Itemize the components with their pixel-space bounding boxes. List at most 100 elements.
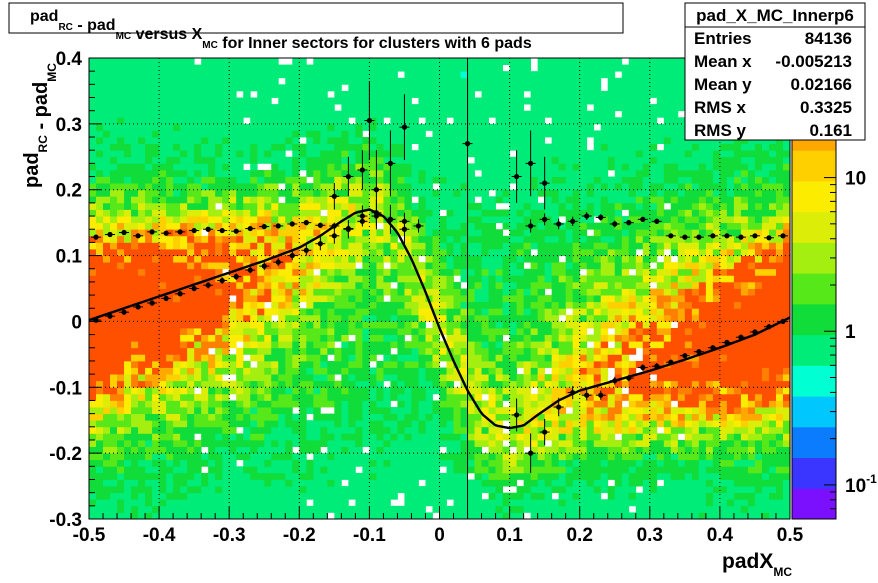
heatmap-cell	[558, 248, 567, 256]
heatmap-cell	[397, 275, 405, 283]
heatmap-cell	[418, 183, 426, 191]
heatmap-cell	[586, 472, 595, 480]
heatmap-cell	[572, 492, 581, 500]
heatmap-cell	[551, 334, 560, 342]
heatmap-cell	[509, 314, 518, 322]
heatmap-cell	[362, 268, 370, 276]
heatmap-cell	[110, 314, 118, 322]
heatmap-cell	[516, 400, 525, 408]
heatmap-cell	[187, 84, 195, 92]
heatmap-cell	[159, 176, 167, 184]
heatmap-cell	[579, 341, 588, 349]
heatmap-cell	[474, 209, 482, 217]
heatmap-cell	[208, 222, 216, 230]
heatmap-cell	[411, 242, 419, 250]
heatmap-cell	[355, 439, 363, 447]
heatmap-cell	[180, 97, 188, 105]
heatmap-cell	[453, 479, 461, 487]
heatmap-cell	[250, 156, 258, 164]
heatmap-cell	[187, 77, 195, 85]
heatmap-cell	[145, 235, 153, 243]
heatmap-cell	[537, 288, 546, 296]
heatmap-cell	[208, 169, 216, 177]
heatmap-cell	[215, 156, 223, 164]
heatmap-cell	[306, 321, 314, 329]
heatmap-cell	[96, 453, 104, 461]
heatmap-cell	[152, 275, 160, 283]
heatmap-cell	[173, 281, 181, 289]
heatmap-cell	[355, 222, 363, 230]
heatmap-cell	[320, 308, 328, 316]
heatmap-cell	[495, 446, 503, 454]
heatmap-cell	[194, 110, 202, 118]
heatmap-cell	[439, 117, 447, 125]
heatmap-cell	[201, 453, 209, 461]
heatmap-cell	[292, 288, 300, 296]
heatmap-cell	[488, 393, 496, 401]
heatmap-cell	[110, 117, 118, 125]
heatmap-cell	[208, 248, 216, 256]
heatmap-cell	[208, 334, 216, 342]
heatmap-cell	[348, 77, 356, 85]
heatmap-cell	[313, 439, 321, 447]
heatmap-cell	[537, 77, 546, 85]
heatmap-cell	[481, 196, 489, 204]
heatmap-cell	[243, 176, 251, 184]
heatmap-cell	[327, 499, 335, 507]
heatmap-cell	[530, 288, 539, 296]
heatmap-cell	[558, 446, 567, 454]
heatmap-cell	[229, 301, 237, 309]
heatmap-cell	[292, 420, 300, 428]
heatmap-cell	[523, 413, 532, 421]
heatmap-cell	[229, 117, 237, 125]
heatmap-cell	[138, 459, 146, 467]
heatmap-cell	[292, 433, 300, 441]
heatmap-cell	[362, 360, 370, 368]
heatmap-cell	[565, 104, 574, 112]
heatmap-cell	[551, 374, 560, 382]
heatmap-cell	[152, 117, 160, 125]
heatmap-cell	[299, 110, 307, 118]
heatmap-cell	[89, 374, 97, 382]
heatmap-cell	[523, 433, 532, 441]
heatmap-cell	[208, 176, 216, 184]
heatmap-cell	[544, 90, 553, 98]
heatmap-cell	[236, 400, 244, 408]
heatmap-cell	[215, 446, 223, 454]
heatmap-cell	[117, 499, 125, 507]
heatmap-cell	[586, 202, 595, 210]
heatmap-cell	[96, 143, 104, 151]
heatmap-cell	[488, 58, 496, 65]
heatmap-cell	[551, 130, 560, 138]
heatmap-cell	[537, 176, 546, 184]
heatmap-cell	[467, 413, 475, 421]
heatmap-cell	[425, 400, 433, 408]
heatmap-cell	[152, 202, 160, 210]
heatmap-cell	[117, 420, 125, 428]
heatmap-cell	[376, 156, 384, 164]
heatmap-cell	[523, 505, 532, 513]
heatmap-cell	[299, 123, 307, 131]
heatmap-cell	[355, 189, 363, 197]
heatmap-cell	[397, 97, 405, 105]
heatmap-cell	[285, 328, 293, 335]
heatmap-cell	[229, 505, 237, 513]
heatmap-cell	[362, 229, 370, 237]
heatmap-cell	[383, 137, 391, 145]
heatmap-cell	[285, 387, 293, 395]
heatmap-cell	[502, 308, 510, 316]
heatmap-cell	[103, 176, 111, 184]
heatmap-cell	[376, 393, 384, 401]
heatmap-cell	[495, 453, 503, 461]
heatmap-cell	[117, 472, 125, 480]
heatmap-cell	[397, 426, 405, 434]
heatmap-cell	[397, 229, 405, 237]
heatmap-cell	[145, 426, 153, 434]
heatmap-cell	[110, 183, 118, 191]
heatmap-cell	[523, 117, 532, 125]
heatmap-cell	[502, 472, 510, 480]
heatmap-cell	[159, 433, 167, 441]
heatmap-cell	[530, 393, 539, 401]
heatmap-cell	[257, 130, 265, 138]
heatmap-cell	[138, 222, 146, 230]
